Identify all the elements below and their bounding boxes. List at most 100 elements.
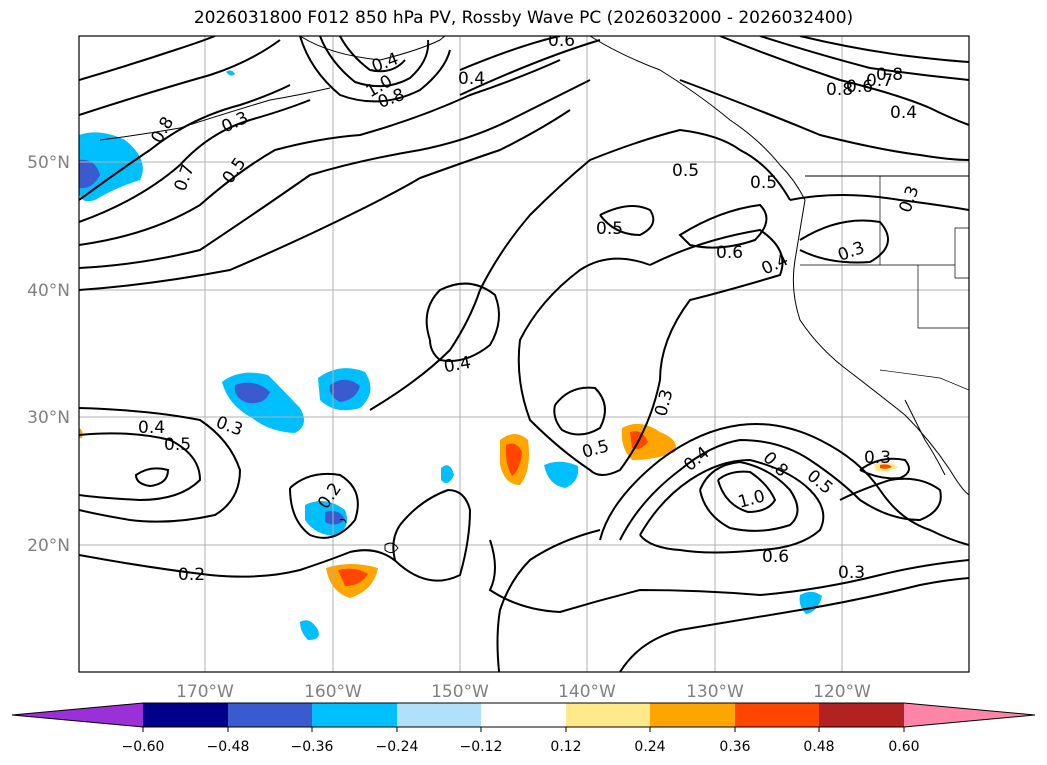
lon-label-120w: 120°W bbox=[813, 682, 871, 702]
lat-label-20n: 20°N bbox=[27, 536, 70, 556]
longitude-labels: 170°W 160°W 150°W 140°W 130°W 120°W bbox=[176, 682, 871, 702]
pv-contour bbox=[859, 457, 910, 480]
lon-label-170w: 170°W bbox=[176, 682, 234, 702]
pv-contour bbox=[79, 84, 291, 201]
coastline-baja bbox=[904, 399, 946, 476]
state-borders bbox=[800, 176, 969, 329]
map-background bbox=[79, 36, 969, 672]
colorbar-segment bbox=[228, 703, 312, 727]
pv-contour bbox=[789, 194, 969, 211]
colorbar-extend-left bbox=[12, 703, 143, 727]
pv-contour bbox=[299, 36, 451, 103]
contour-label: 0.6 bbox=[548, 31, 575, 51]
lon-label-160w: 160°W bbox=[304, 682, 362, 702]
coastline-alaska bbox=[299, 36, 446, 61]
lon-label-150w: 150°W bbox=[431, 682, 489, 702]
coastline-us-west bbox=[792, 199, 969, 496]
pv-contour bbox=[599, 205, 655, 237]
pv-contour bbox=[79, 39, 281, 116]
colorbar-segment bbox=[735, 703, 819, 727]
pv-contour bbox=[319, 36, 430, 88]
contour-label: 0.6 bbox=[716, 243, 743, 263]
contour-label: 0.5 bbox=[596, 219, 623, 239]
colorbar-segment bbox=[650, 703, 735, 727]
border-us-mexico bbox=[879, 369, 969, 391]
contour-label: 0.4 bbox=[890, 103, 917, 123]
pv-contour bbox=[79, 109, 571, 291]
negative-anomaly-fills bbox=[79, 70, 822, 640]
contour-label: 0.5 bbox=[672, 161, 699, 181]
pv-contour bbox=[517, 228, 784, 476]
hawaii-islands bbox=[339, 518, 399, 554]
pv-contour bbox=[79, 36, 216, 81]
colorbar-tick-label: −0.36 bbox=[291, 739, 334, 755]
latitude-labels: 50°N 40°N 30°N 20°N bbox=[27, 153, 70, 556]
colorbar-tick-label: 0.36 bbox=[719, 739, 750, 755]
pv-contour bbox=[79, 99, 311, 223]
contour-label: 0.7 bbox=[866, 71, 893, 91]
pv-contour bbox=[369, 128, 791, 411]
neg-fill-blob bbox=[329, 379, 360, 402]
contour-label: 0.5 bbox=[164, 435, 191, 455]
contour-label: 0.3 bbox=[864, 448, 891, 468]
contour-label: 0.6 bbox=[762, 547, 789, 567]
colorbar: −0.60 −0.48 −0.36 −0.24 −0.12 0.12 0.24 … bbox=[11, 702, 1036, 755]
map-title: 2026031800 F012 850 hPa PV, Rossby Wave … bbox=[193, 8, 854, 28]
pv-contour bbox=[425, 282, 500, 362]
neg-fill-blob bbox=[441, 465, 454, 484]
colorbar-segment bbox=[143, 703, 228, 727]
pos-fill-blob bbox=[338, 568, 368, 586]
pv-contour bbox=[699, 460, 799, 532]
pv-contour bbox=[459, 36, 561, 71]
colorbar-segment bbox=[566, 703, 650, 727]
colorbar-tick-label: 0.48 bbox=[803, 739, 834, 755]
pv-contour bbox=[619, 577, 969, 672]
colorbar-tick-label: −0.12 bbox=[460, 739, 503, 755]
map-frame bbox=[78, 35, 970, 673]
colorbar-tick-label: −0.60 bbox=[122, 739, 165, 755]
pv-contour bbox=[679, 79, 969, 161]
pv-contour bbox=[799, 36, 969, 63]
colorbar-segment bbox=[397, 703, 481, 727]
contour-label: 0.8 bbox=[876, 65, 903, 85]
colorbar-tick-label: 0.60 bbox=[888, 739, 919, 755]
coastline-bc bbox=[589, 36, 806, 201]
contour-label: 0.8 bbox=[826, 80, 853, 100]
colorbar-segment bbox=[819, 703, 904, 727]
pv-contour bbox=[459, 39, 601, 96]
contour-label: 0.4 bbox=[442, 353, 472, 377]
pv-contour bbox=[717, 470, 777, 514]
contour-label: 0.3 bbox=[838, 563, 865, 583]
pv-contour bbox=[79, 59, 561, 246]
pv-contour bbox=[619, 438, 942, 541]
pv-contour bbox=[79, 407, 242, 523]
colorbar-tick-label: −0.48 bbox=[207, 739, 250, 755]
pv-contour bbox=[79, 488, 472, 582]
pv-contour bbox=[553, 386, 606, 436]
pv-contour bbox=[496, 529, 601, 672]
neg-fill-blob bbox=[79, 159, 100, 189]
pv-contour bbox=[639, 458, 825, 554]
pv-contour bbox=[339, 36, 406, 73]
pv-contour bbox=[719, 36, 969, 126]
contour-label: 0.6 bbox=[846, 77, 873, 97]
contour-label: 0.4 bbox=[138, 418, 165, 438]
neg-fill-blob bbox=[544, 461, 579, 488]
neg-fill-blob bbox=[234, 382, 270, 404]
lat-label-30n: 30°N bbox=[27, 408, 70, 428]
colorbar-extend-right bbox=[904, 703, 1035, 727]
colorbar-tick-label: 0.24 bbox=[634, 739, 665, 755]
map-panel: 0.8 0.7 0.5 0.4 1.0 0.8 0.6 0.4 0.8 0.6 … bbox=[79, 31, 969, 672]
neg-fill-blob bbox=[79, 132, 143, 202]
pv-contour bbox=[799, 219, 889, 264]
coastlines bbox=[99, 36, 969, 554]
neg-fill-blob bbox=[300, 620, 319, 640]
lon-label-140w: 140°W bbox=[558, 682, 616, 702]
pv-contour bbox=[134, 467, 170, 488]
pv-contour bbox=[289, 472, 359, 539]
contour-label: 0.2 bbox=[178, 565, 205, 585]
coastline-alaska-islands bbox=[99, 87, 331, 141]
pv-contour bbox=[599, 423, 969, 546]
pv-contour bbox=[488, 539, 969, 614]
